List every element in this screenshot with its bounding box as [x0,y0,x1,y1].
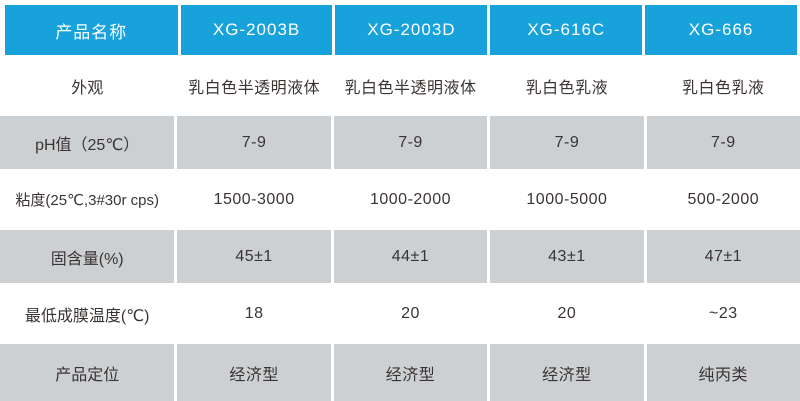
header-cell-product-name: 产品名称 [5,5,178,55]
cell: 经济型 [177,344,331,401]
row-ph-value: pH值（25℃） 7-9 7-9 7-9 7-9 [0,116,800,169]
cell: 7-9 [333,116,488,169]
cell: 经济型 [490,344,644,401]
cell: 乳白色乳液 [525,79,609,97]
row-label: pH值（25℃） [0,116,175,169]
cell: 乳白色乳液 [682,79,765,97]
cell: 1500-3000 [213,190,295,208]
row-label: 外观 [71,79,104,97]
header-cell-xg-616c: XG-616C [490,5,643,55]
cell: 18 [244,304,264,322]
cell: 43±1 [490,230,644,283]
cell: 经济型 [333,344,488,401]
cell: 纯丙类 [646,344,800,401]
row-product-positioning: 产品定位 经济型 经济型 经济型 纯丙类 [0,344,800,401]
row-solid-content: 固含量(%) 45±1 44±1 43±1 47±1 [0,230,800,283]
cell: 45±1 [177,230,331,283]
row-label: 产品定位 [0,344,175,401]
header-cell-xg-2003b: XG-2003B [180,5,333,55]
header-cell-xg-2003d: XG-2003D [335,5,488,55]
cell: 乳白色半透明液体 [344,79,477,97]
header-cell-xg-666: XG-666 [645,5,798,55]
cell: 乳白色半透明液体 [188,79,321,97]
cell: 7-9 [646,116,800,169]
cell: 7-9 [177,116,331,169]
cell: 20 [557,304,577,322]
cell: 20 [401,304,420,322]
row-label: 粘度(25℃,3#30r cps) [15,192,159,209]
cell: 500-2000 [687,190,760,208]
row-appearance: 外观 乳白色半透明液体 乳白色半透明液体 乳白色乳液 乳白色乳液 [0,59,800,112]
row-min-film-forming-temp: 最低成膜温度(℃) 18 20 20 ~23 [0,287,800,340]
cell: 7-9 [490,116,644,169]
cell: 1000-2000 [369,190,451,208]
cell: ~23 [708,304,738,322]
table-header-row: 产品名称 XG-2003B XG-2003D XG-616C XG-666 [5,5,798,55]
cell: 47±1 [646,230,800,283]
row-viscosity: 粘度(25℃,3#30r cps) 1500-3000 1000-2000 10… [0,173,800,226]
row-label: 固含量(%) [0,230,175,283]
cell: 1000-5000 [526,190,608,208]
cell: 44±1 [333,230,488,283]
row-label: 最低成膜温度(℃) [24,307,150,325]
